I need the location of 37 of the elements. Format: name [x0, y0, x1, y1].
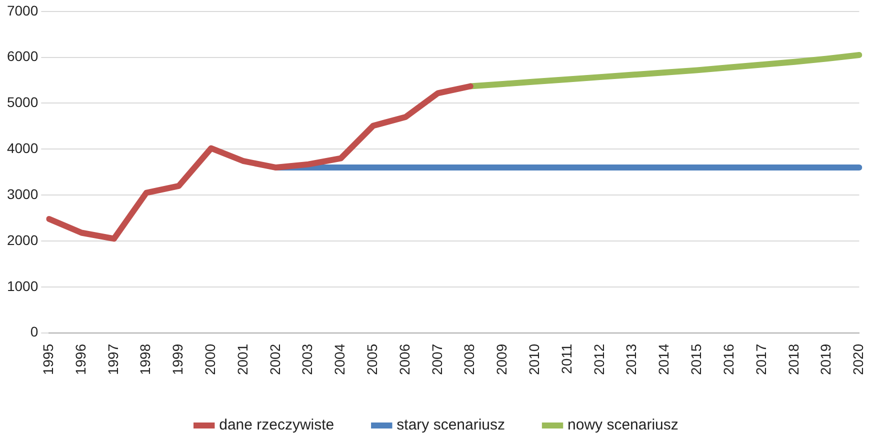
x-tick-label: 2016 [720, 344, 736, 376]
legend-label: stary scenariusz [396, 416, 506, 434]
x-tick-label: 2010 [526, 344, 542, 376]
x-tick-label: 1999 [170, 344, 186, 376]
x-tick-label: 2003 [299, 344, 316, 376]
x-tick-label: 2011 [558, 344, 574, 374]
y-tick-label: 4000 [6, 140, 38, 156]
x-tick-label: 2017 [752, 344, 769, 376]
x-tick-label: 2000 [202, 344, 218, 376]
y-tick-label: 6000 [6, 48, 38, 64]
x-tick-label: 2004 [332, 344, 348, 376]
x-tick-label: 2019 [818, 344, 834, 376]
x-tick-label: 2020 [850, 344, 866, 376]
x-tick-label: 1995 [40, 344, 56, 376]
y-tick-label: 2000 [6, 232, 38, 248]
legend-label: dane rzeczywiste [219, 416, 334, 434]
x-tick-label: 2005 [364, 344, 380, 376]
x-tick-label: 2008 [461, 344, 478, 376]
legend-label: nowy scenariusz [568, 416, 678, 434]
x-tick-label: 2007 [428, 344, 445, 376]
x-tick-label: 2018 [785, 344, 802, 376]
x-tick-label: 2001 [234, 344, 250, 376]
y-tick-label: 0 [30, 324, 38, 340]
y-tick-label: 3000 [6, 186, 38, 202]
x-tick-label: 1997 [104, 344, 121, 376]
x-tick-label: 1996 [72, 344, 88, 376]
x-tick-label: 1998 [137, 344, 154, 376]
x-tick-label: 2012 [590, 344, 607, 376]
x-tick-label: 2015 [688, 344, 704, 376]
x-tick-label: 2009 [494, 344, 510, 376]
x-tick-label: 2013 [623, 344, 640, 376]
y-tick-label: 7000 [6, 2, 38, 18]
x-tick-label: 2014 [656, 344, 672, 376]
y-tick-label: 1000 [6, 278, 38, 294]
x-tick-label: 2002 [266, 344, 283, 376]
y-tick-label: 5000 [6, 94, 38, 110]
x-tick-label: 2006 [396, 344, 412, 376]
